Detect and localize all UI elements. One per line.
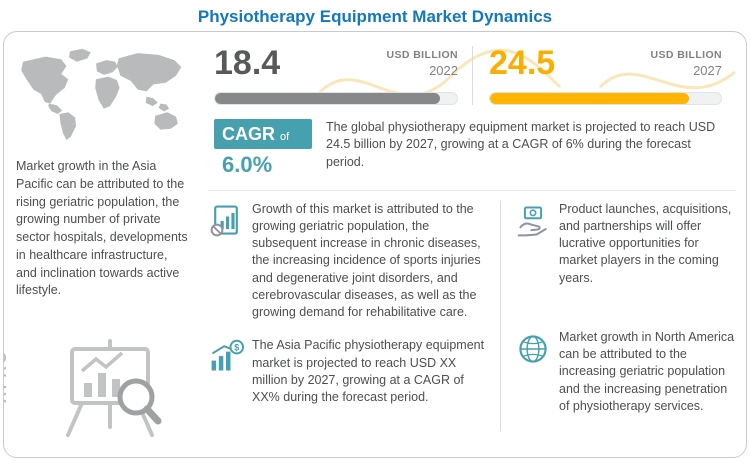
apac-growth-paragraph: Market growth in the Asia Pacific can be… [16,159,188,298]
cagr-value: 6.0% [222,151,273,177]
stat-2022-year: 2022 [429,63,458,78]
insight-market-growth: Growth of this market is attributed to t… [208,201,490,322]
growth-dollar-icon: $ [208,337,252,380]
apac-label: APAC [3,349,10,403]
cagr-label: CAGR [222,123,275,144]
svg-text:$: $ [234,343,239,353]
insight-north-america: Market growth in North America can be at… [515,329,736,415]
insight-text: Growth of this market is attributed to t… [252,201,481,320]
insights-right-column: Product launches, acquisitions, and part… [500,200,736,432]
stat-2027-year: 2027 [693,63,722,78]
insights-left-column: Growth of this market is attributed to t… [208,201,500,432]
insight-opportunities: Product launches, acquisitions, and part… [515,201,736,287]
cagr-box: CAGR of 6.0% [214,118,312,178]
globe-icon [515,329,559,372]
hand-money-icon [515,201,559,244]
main-area: 18.4 USD BILLION 2022 24.5 USD B [200,32,746,457]
bar-2027-track [489,91,722,105]
insight-text: The Asia Pacific physiotherapy equipment… [252,338,485,405]
cagr-summary-text: The global physiotherapy equipment marke… [326,119,716,169]
stat-2027: 24.5 USD BILLION 2027 [472,44,736,105]
cagr-section: CAGR of 6.0% The global physiotherapy eq… [208,118,736,178]
insight-text: Market growth in North America can be at… [559,329,735,413]
stat-2027-value: 24.5 [489,44,556,82]
left-panel: Market growth in the Asia Pacific can be… [4,32,200,457]
bar-2027-fill [490,92,689,104]
stats-row: 18.4 USD BILLION 2022 24.5 USD B [208,38,736,105]
stat-2022: 18.4 USD BILLION 2022 [208,44,472,105]
content-card: Market growth in the Asia Pacific can be… [3,31,747,458]
stat-2022-unit: USD BILLION [386,49,458,61]
insight-text: Product launches, acquisitions, and part… [559,201,732,285]
page-title: Physiotherapy Equipment Market Dynamics [197,7,553,26]
report-chart-icon [208,201,252,244]
cagr-of: of [280,130,290,143]
world-map [16,40,190,148]
insights-grid: Growth of this market is attributed to t… [208,189,736,432]
stat-2022-value: 18.4 [214,44,281,82]
bar-2022-track [214,91,458,105]
insight-apac-projection: $ The Asia Pacific physiotherapy equipme… [208,337,490,406]
left-bottom-area: APAC [4,300,190,451]
easel-chart-magnifier-icon [52,331,172,449]
bar-2022-fill [215,92,441,104]
stat-2027-unit: USD BILLION [650,49,722,61]
